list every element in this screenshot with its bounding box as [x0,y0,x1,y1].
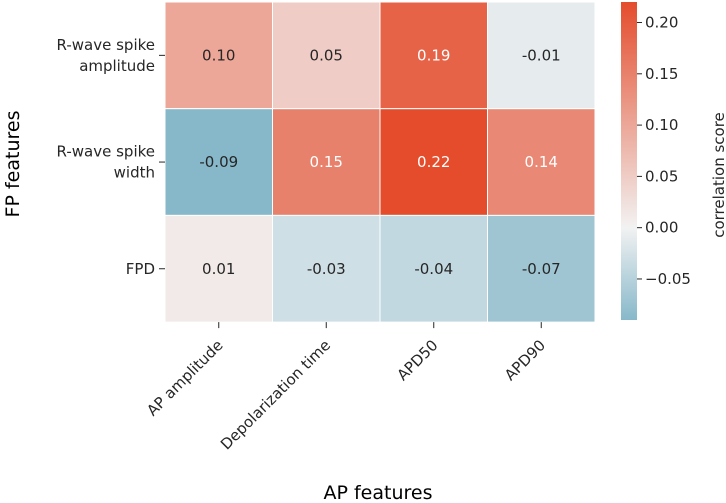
heatmap-cell [487,108,596,216]
y-tick-label: R-wave spike [57,36,155,54]
cell-value-label: 0.19 [417,46,450,64]
y-tick-label: width [114,164,155,182]
heatmap-cell [164,108,273,216]
colorbar-tick-label: 0.15 [645,65,678,83]
cell-value-label: -0.04 [414,260,453,278]
colorbar-tick-label: 0.05 [645,167,678,185]
cell-value-label: -0.01 [522,46,561,64]
cell-value-label: -0.07 [522,260,561,278]
y-tick-label: FPD [126,260,155,278]
y-axis-ticks: R-wave spike amplitude R-wave spike width FP… [57,36,165,278]
x-tick-label: AP amplitude [143,336,226,419]
colorbar-tick-label: 0.20 [645,14,678,32]
heatmap-cell [164,1,273,110]
cell-value-label: 0.14 [525,153,558,171]
heatmap-cell [487,214,596,323]
colorbar-tick-label: 0.10 [645,116,678,134]
heatmap-cells: 0.10 0.05 0.19 -0.01 -0.09 0.15 0.22 0.14 0.01 -0… [164,1,596,323]
heatmap-cell [487,1,596,110]
cell-value-label: 0.15 [310,153,343,171]
heatmap-cell [272,214,381,323]
cell-value-label: -0.09 [199,153,238,171]
cell-value-label: 0.01 [202,260,235,278]
x-axis-label: AP features [324,482,433,503]
heatmap-cell [272,108,381,216]
heatmap-cell [379,1,488,110]
cell-value-label: 0.05 [310,46,343,64]
x-tick-label: APD50 [394,336,442,384]
cell-value-label: 0.22 [417,153,450,171]
y-axis-label: FP features [2,111,24,218]
colorbar-gradient [621,2,637,320]
y-tick-label: amplitude [79,57,155,75]
colorbar-label: correlation score [710,112,726,238]
x-tick-label: Depolarization time [217,336,334,453]
colorbar-tick-label: −0.05 [645,270,691,288]
heatmap-cell [272,1,381,110]
x-tick-label: APD90 [501,336,549,384]
y-tick-label: R-wave spike [57,143,155,161]
colorbar-tick-label: 0.00 [645,219,678,237]
colorbar: 0.20 0.15 0.10 0.05 0.00 −0.05 [621,2,691,320]
cell-value-label: 0.10 [202,46,235,64]
cell-value-label: -0.03 [307,260,346,278]
